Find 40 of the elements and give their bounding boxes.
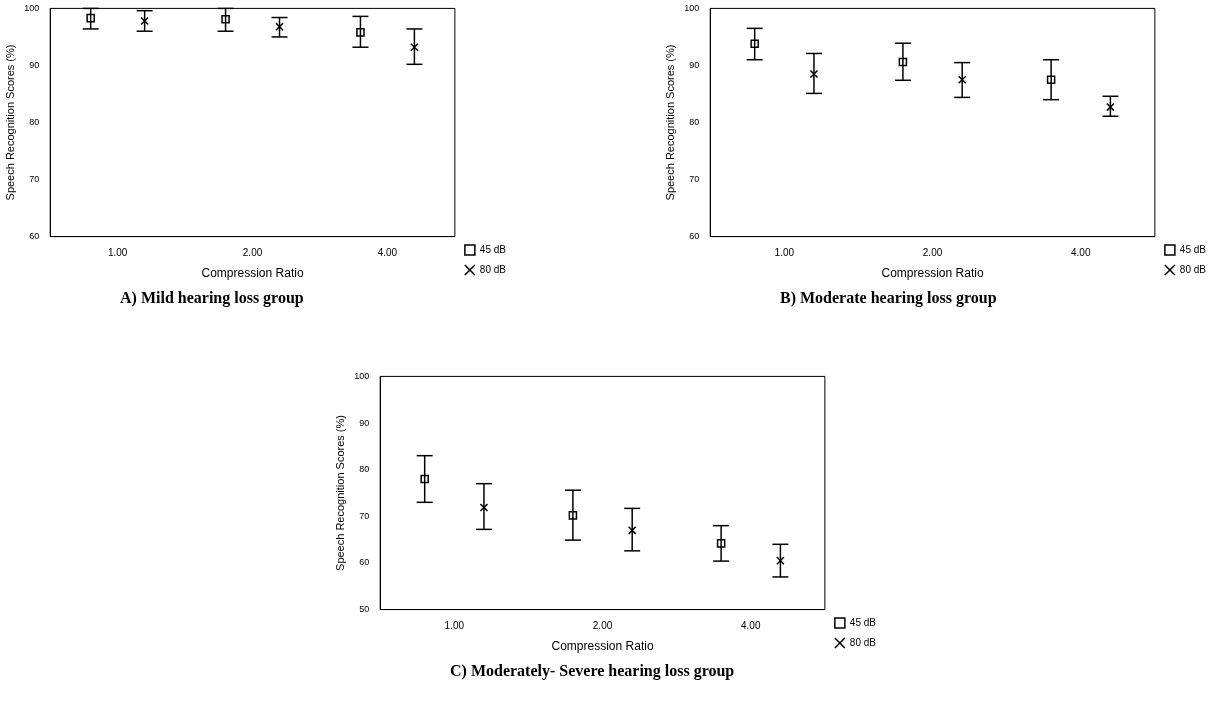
x-tick-label: 4.00: [377, 247, 398, 259]
y-axis-title: Speech Recognition Scores (%): [333, 415, 346, 571]
y-tick-label: 80: [689, 116, 700, 127]
x-tick-label: 4.00: [741, 620, 761, 632]
x-axis-title: Compression Ratio: [881, 266, 984, 281]
legend-label: 45 dB: [479, 243, 507, 255]
legend-label: 45 dB: [849, 616, 877, 628]
y-tick-label: 80: [359, 464, 370, 475]
y-axis-title: Speech Recognition Scores (%): [663, 44, 676, 201]
legend-label: 80 dB: [479, 263, 507, 275]
x-tick-label: 2.00: [242, 247, 263, 259]
text: C) Moderately- Severe hearing loss group: [449, 662, 736, 680]
y-tick-label: 100: [684, 2, 700, 13]
x-axis-title: Compression Ratio: [551, 639, 654, 654]
y-tick-label: 90: [359, 417, 370, 428]
x-tick-label: 2.00: [922, 247, 943, 259]
legend-label: 45 dB: [1179, 243, 1207, 255]
y-tick-label: 60: [29, 231, 40, 242]
y-tick-label: 60: [359, 557, 370, 568]
y-tick-label: 70: [689, 174, 700, 185]
y-tick-label: 60: [689, 231, 700, 242]
y-tick-label: 70: [29, 174, 40, 185]
y-tick-label: 90: [29, 59, 40, 70]
y-tick-label: 80: [29, 116, 40, 127]
y-tick-label: 100: [354, 370, 370, 381]
x-tick-label: 1.00: [444, 620, 465, 632]
x-tick-label: 1.00: [774, 247, 795, 259]
x-tick-label: 1.00: [107, 247, 128, 259]
y-tick-label: 100: [24, 2, 40, 13]
x-tick-label: 2.00: [592, 620, 613, 632]
x-axis-title: Compression Ratio: [201, 266, 304, 281]
text: A) Mild hearing loss group: [119, 289, 305, 307]
legend-label: 80 dB: [849, 636, 877, 648]
text: B) Moderate hearing loss group: [779, 289, 998, 307]
y-axis-title: Speech Recognition Scores (%): [3, 44, 16, 201]
legend-label: 80 dB: [1179, 263, 1207, 275]
x-tick-label: 4.00: [1071, 247, 1091, 259]
y-tick-label: 50: [359, 604, 370, 615]
y-tick-label: 90: [689, 59, 700, 70]
y-tick-label: 70: [359, 510, 370, 521]
